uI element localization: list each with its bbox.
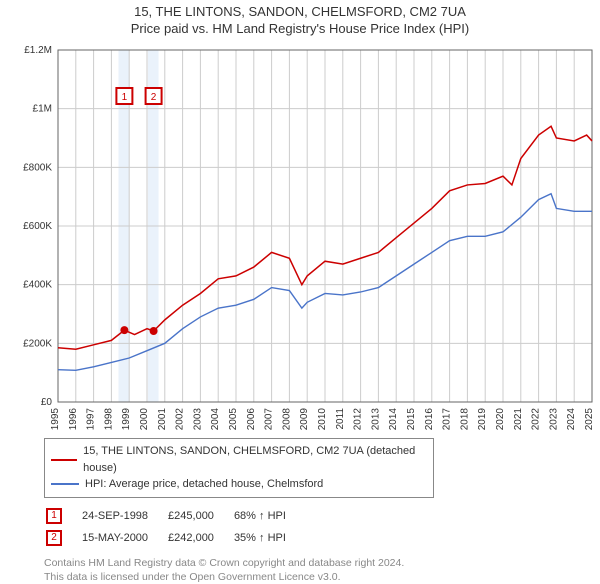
footer-line2: This data is licensed under the Open Gov… — [44, 570, 600, 584]
svg-text:1996: 1996 — [68, 408, 79, 431]
svg-text:2001: 2001 — [157, 408, 168, 431]
svg-text:£1.2M: £1.2M — [24, 45, 52, 56]
svg-text:£600K: £600K — [23, 221, 52, 232]
svg-text:2024: 2024 — [566, 408, 577, 431]
svg-text:2008: 2008 — [281, 408, 292, 431]
marker-delta: 35% ↑ HPI — [234, 528, 304, 548]
legend-label-hpi: HPI: Average price, detached house, Chel… — [85, 476, 323, 493]
svg-text:2018: 2018 — [459, 408, 470, 431]
svg-text:2019: 2019 — [477, 408, 488, 431]
chart-svg: £0 £200K £400K £600K £800K £1M £1.2M 1995 1996 19… — [0, 36, 600, 434]
svg-text:£0: £0 — [41, 397, 53, 408]
svg-text:2017: 2017 — [442, 408, 453, 431]
marker-price: £245,000 — [168, 506, 232, 526]
svg-text:2009: 2009 — [299, 408, 310, 431]
legend: 15, THE LINTONS, SANDON, CHELMSFORD, CM2… — [44, 438, 434, 498]
svg-text:1997: 1997 — [86, 408, 97, 431]
svg-text:2005: 2005 — [228, 408, 239, 431]
svg-text:2015: 2015 — [406, 408, 417, 431]
svg-text:2006: 2006 — [246, 408, 257, 431]
legend-row: 15, THE LINTONS, SANDON, CHELMSFORD, CM2… — [51, 443, 427, 476]
svg-text:1998: 1998 — [103, 408, 114, 431]
svg-text:1995: 1995 — [50, 408, 61, 431]
chart-titles: 15, THE LINTONS, SANDON, CHELMSFORD, CM2… — [0, 0, 600, 36]
svg-text:2012: 2012 — [353, 408, 364, 431]
legend-swatch-hpi — [51, 483, 79, 485]
svg-text:£1M: £1M — [33, 104, 52, 115]
marker-num: 1 — [51, 510, 57, 521]
svg-text:2: 2 — [151, 92, 157, 103]
marker-badge-1: 1 — [46, 508, 62, 524]
marker-price: £242,000 — [168, 528, 232, 548]
marker-delta: 68% ↑ HPI — [234, 506, 304, 526]
svg-text:2000: 2000 — [139, 408, 150, 431]
svg-text:2016: 2016 — [424, 408, 435, 431]
svg-text:2004: 2004 — [210, 408, 221, 431]
svg-text:2022: 2022 — [531, 408, 542, 431]
legend-row: HPI: Average price, detached house, Chel… — [51, 476, 427, 493]
legend-label-property: 15, THE LINTONS, SANDON, CHELMSFORD, CM2… — [83, 443, 427, 476]
svg-text:£800K: £800K — [23, 162, 52, 173]
svg-text:1: 1 — [122, 92, 128, 103]
title-line1: 15, THE LINTONS, SANDON, CHELMSFORD, CM2… — [0, 4, 600, 19]
chart-area: £0 £200K £400K £600K £800K £1M £1.2M 1995 1996 19… — [0, 36, 600, 434]
svg-text:2025: 2025 — [584, 408, 595, 431]
svg-text:2013: 2013 — [370, 408, 381, 431]
marker-date: 15-MAY-2000 — [82, 528, 166, 548]
svg-text:2011: 2011 — [335, 408, 346, 430]
svg-text:2020: 2020 — [495, 408, 506, 431]
svg-text:1999: 1999 — [121, 408, 132, 431]
svg-text:2007: 2007 — [264, 408, 275, 431]
svg-text:£200K: £200K — [23, 338, 52, 349]
marker-badge-2: 2 — [46, 530, 62, 546]
marker-date: 24-SEP-1998 — [82, 506, 166, 526]
svg-text:2021: 2021 — [513, 408, 524, 431]
table-row: 1 24-SEP-1998 £245,000 68% ↑ HPI — [46, 506, 304, 526]
marker-num: 2 — [51, 532, 57, 543]
table-row: 2 15-MAY-2000 £242,000 35% ↑ HPI — [46, 528, 304, 548]
svg-text:2014: 2014 — [388, 408, 399, 431]
svg-text:2023: 2023 — [548, 408, 559, 431]
svg-text:2002: 2002 — [175, 408, 186, 431]
svg-text:£400K: £400K — [23, 280, 52, 291]
svg-text:2010: 2010 — [317, 408, 328, 431]
title-line2: Price paid vs. HM Land Registry's House … — [0, 21, 600, 36]
marker-table: 1 24-SEP-1998 £245,000 68% ↑ HPI 2 15-MA… — [44, 504, 306, 550]
legend-swatch-property — [51, 459, 77, 461]
footer-line1: Contains HM Land Registry data © Crown c… — [44, 556, 600, 570]
svg-text:2003: 2003 — [192, 408, 203, 431]
